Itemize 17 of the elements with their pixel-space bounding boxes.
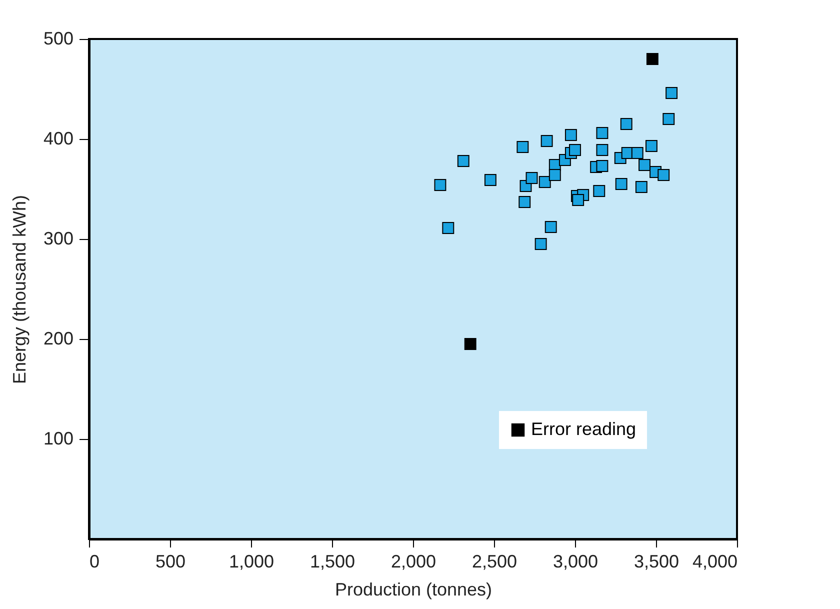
x-tick-label: 1,000	[228, 552, 274, 572]
x-tick-label: 3,000	[552, 552, 598, 572]
y-tick-label: 100	[43, 428, 74, 448]
legend-label: Error reading	[531, 419, 636, 439]
y-tick-label: 500	[43, 28, 74, 48]
x-tick-label: 2,500	[472, 552, 518, 572]
x-tick-label: 3,500	[634, 552, 680, 572]
x-tick-label: 4,000	[692, 552, 738, 572]
y-tick-label: 200	[43, 328, 74, 348]
x-axis-title: Production (tonnes)	[334, 580, 492, 600]
y-tick-label: 300	[43, 228, 74, 248]
x-tick-label: 500	[155, 552, 186, 572]
x-tick-label: 0	[90, 552, 100, 572]
y-axis-title: Energy (thousand kWh)	[9, 194, 30, 384]
x-tick-label: 1,500	[310, 552, 356, 572]
x-tick-label: 2,000	[390, 552, 436, 572]
y-tick-label: 400	[43, 128, 74, 148]
